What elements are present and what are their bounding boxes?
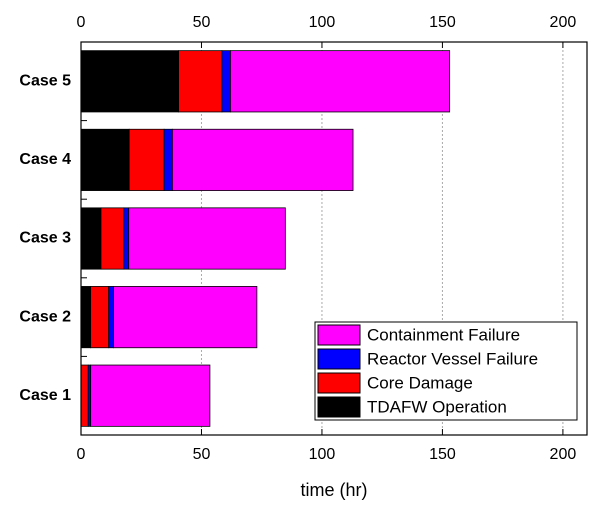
bar-segment bbox=[178, 50, 223, 113]
bar-segment bbox=[123, 207, 130, 270]
x-tick-label: 200 bbox=[550, 446, 577, 463]
legend-label: Core Damage bbox=[367, 373, 473, 392]
legend-swatch bbox=[317, 396, 361, 418]
x-axis-label: time (hr) bbox=[301, 480, 368, 500]
x-tick-label: 0 bbox=[77, 446, 86, 463]
x-tick-label: 50 bbox=[193, 446, 211, 463]
y-tick-label: Case 2 bbox=[19, 308, 71, 325]
x-tick-label-top: 0 bbox=[77, 14, 86, 31]
plot-frame bbox=[80, 41, 588, 436]
x-tick-label: 150 bbox=[429, 446, 456, 463]
bar-segment bbox=[221, 50, 231, 113]
y-tick-label: Case 1 bbox=[19, 387, 71, 404]
bar-segment bbox=[90, 286, 110, 349]
x-tick-label-top: 100 bbox=[309, 14, 336, 31]
bar-segment bbox=[171, 128, 354, 191]
bar-segment bbox=[229, 50, 451, 113]
x-tick-label-top: 200 bbox=[550, 14, 577, 31]
bar-segment bbox=[80, 286, 92, 349]
bar-segment bbox=[90, 364, 211, 427]
bar-segment bbox=[80, 364, 89, 427]
bar-segment bbox=[128, 207, 286, 270]
x-tick-label-top: 150 bbox=[429, 14, 456, 31]
bar-segment bbox=[108, 286, 114, 349]
y-tick-label: Case 5 bbox=[19, 73, 71, 90]
legend-label: Containment Failure bbox=[367, 325, 520, 344]
bar-segment bbox=[163, 128, 173, 191]
x-tick-label: 100 bbox=[309, 446, 336, 463]
bar-segment bbox=[80, 207, 102, 270]
y-tick-label: Case 3 bbox=[19, 230, 71, 247]
x-tick-label-top: 50 bbox=[193, 14, 211, 31]
legend-label: TDAFW Operation bbox=[367, 397, 507, 416]
legend-label: Reactor Vessel Failure bbox=[367, 349, 538, 368]
bar-segment bbox=[80, 128, 130, 191]
legend-swatch bbox=[317, 372, 361, 394]
y-tick-label: Case 4 bbox=[19, 151, 71, 168]
bar-segment bbox=[80, 50, 179, 113]
bar-segment bbox=[128, 128, 165, 191]
legend-swatch bbox=[317, 324, 361, 346]
legend-swatch bbox=[317, 348, 361, 370]
bar-segment bbox=[113, 286, 258, 349]
bar-segment bbox=[100, 207, 125, 270]
